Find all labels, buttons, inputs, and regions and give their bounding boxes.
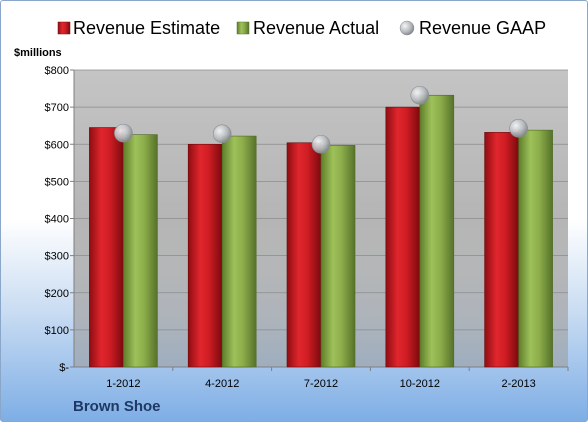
- legend-item-actual[interactable]: Revenue Actual: [236, 18, 379, 38]
- bar-revenue-actual: [419, 94, 455, 368]
- marker-revenue-gaap: [311, 134, 331, 154]
- bar-revenue-estimate: [286, 142, 322, 368]
- marker-revenue-gaap: [114, 123, 133, 143]
- gaap-markers: [114, 85, 528, 154]
- y-tick-label: $400: [45, 214, 69, 226]
- bar-revenue-actual: [221, 135, 257, 368]
- y-tick-label: $500: [45, 176, 69, 188]
- x-tick-label: 1-2012: [106, 378, 140, 390]
- legend: Revenue Estimate Revenue Actual Revenue …: [57, 18, 546, 38]
- y-tick-label: $600: [45, 139, 69, 151]
- legend-item-estimate[interactable]: Revenue Estimate: [57, 18, 220, 38]
- x-tick-label: 4-2012: [205, 378, 239, 390]
- legend-swatch-estimate: [57, 21, 71, 35]
- legend-label-estimate: Revenue Estimate: [73, 18, 220, 38]
- legend-swatch-actual: [236, 21, 250, 35]
- legend-label-gaap: Revenue GAAP: [419, 18, 546, 38]
- y-tick-label: $300: [45, 251, 69, 263]
- x-tick-label: 10-2012: [400, 378, 440, 390]
- y-tick-label: $200: [45, 288, 69, 300]
- y-axis-unit-label: $millions: [14, 47, 62, 59]
- y-tick-label: $800: [45, 65, 69, 77]
- y-tick-label: $100: [45, 325, 69, 337]
- marker-revenue-gaap: [212, 124, 232, 144]
- legend-marker-gaap: [399, 20, 415, 36]
- bar-revenue-actual: [320, 145, 356, 368]
- y-tick-label: $700: [45, 102, 69, 114]
- company-name: Brown Shoe: [73, 398, 161, 415]
- bar-revenue-estimate: [187, 143, 223, 368]
- marker-revenue-gaap: [509, 118, 528, 138]
- marker-revenue-gaap: [410, 85, 430, 105]
- bar-revenue-actual: [518, 129, 553, 368]
- x-tick-label: 7-2012: [304, 378, 338, 390]
- bars: [89, 94, 553, 368]
- bar-revenue-estimate: [385, 106, 421, 368]
- legend-item-gaap[interactable]: Revenue GAAP: [399, 18, 546, 38]
- bar-revenue-actual: [123, 134, 158, 368]
- x-axis-ticks: 1-2012 4-2012 7-2012 10-2012 2-2013: [106, 367, 569, 390]
- x-tick-label: 2-2013: [501, 378, 535, 390]
- bar-revenue-estimate: [89, 127, 124, 368]
- y-tick-label: $-: [59, 362, 69, 374]
- bar-revenue-estimate: [484, 132, 519, 368]
- legend-label-actual: Revenue Actual: [253, 18, 379, 38]
